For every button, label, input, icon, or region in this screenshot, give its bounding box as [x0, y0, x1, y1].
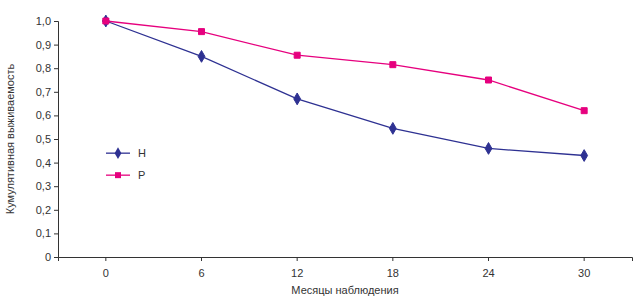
tick-label: 18 — [387, 267, 399, 279]
series-line — [106, 21, 584, 111]
tick-mark — [488, 257, 489, 261]
y-axis-title: Кумулятивная выживаемость — [4, 63, 16, 214]
tick: 1,0 — [36, 15, 58, 27]
y-axis: 0 0,1 0,2 0,3 0,4 0,5 0,6 0,7 0,8 0,9 1,0 — [36, 15, 59, 263]
tick: 24 — [482, 257, 494, 279]
series-line — [106, 21, 584, 156]
tick-label: 0,3 — [36, 180, 51, 192]
plot: 0 0,1 0,2 0,3 0,4 0,5 0,6 0,7 0,8 0,9 1,0 0 6 12 18 24 3… — [36, 15, 633, 279]
tick: 0,4 — [36, 157, 58, 169]
tick: 0,2 — [36, 204, 58, 216]
tick-mark — [54, 186, 58, 187]
tick-label: 12 — [291, 267, 303, 279]
legend-marker — [115, 147, 122, 159]
tick: 0 — [103, 257, 109, 279]
tick: 0,5 — [36, 133, 58, 145]
tick-label: 0,2 — [36, 204, 51, 216]
tick-mark — [54, 210, 58, 211]
tick: 0,3 — [36, 180, 58, 192]
marker — [581, 108, 587, 114]
tick-label: 30 — [578, 267, 590, 279]
marker — [486, 77, 492, 83]
tick: 18 — [387, 257, 399, 279]
tick-label: 0,9 — [36, 39, 51, 51]
tick-mark — [54, 163, 58, 164]
tick-label: 0 — [103, 267, 109, 279]
tick-mark — [54, 92, 58, 93]
tick-mark — [297, 257, 298, 261]
tick: 0,7 — [36, 86, 58, 98]
x-axis-title: Месяцы наблюдения — [291, 284, 398, 296]
tick-label: 0,7 — [36, 86, 51, 98]
tick-mark — [105, 257, 106, 261]
tick-mark — [54, 257, 58, 258]
tick-mark — [54, 139, 58, 140]
legend-item: H — [106, 147, 146, 159]
axis-line — [59, 258, 633, 262]
marker — [103, 18, 109, 24]
tick: 0,9 — [36, 39, 58, 51]
marker — [199, 29, 205, 35]
tick: 12 — [291, 257, 303, 279]
tick-mark — [54, 45, 58, 46]
tick-mark — [54, 115, 58, 116]
legend-marker — [115, 172, 121, 178]
tick: 0,8 — [36, 62, 58, 74]
legend-item: P — [106, 169, 145, 181]
tick: 0 — [45, 251, 58, 263]
marker — [485, 143, 492, 155]
tick-label: 0,5 — [36, 133, 51, 145]
x-axis: 0 6 12 18 24 30 — [59, 257, 633, 279]
legend-label: H — [138, 147, 146, 159]
marker — [390, 62, 396, 68]
tick-mark — [201, 257, 202, 261]
tick-label: 0,6 — [36, 109, 51, 121]
tick: 30 — [578, 257, 590, 279]
marker — [581, 150, 588, 162]
tick-label: 6 — [198, 267, 204, 279]
tick-mark — [392, 257, 393, 261]
tick-mark — [54, 21, 58, 22]
tick-label: 0,4 — [36, 157, 51, 169]
marker — [294, 93, 301, 105]
tick-label: 24 — [482, 267, 494, 279]
marks — [102, 15, 587, 161]
tick-mark — [54, 68, 58, 69]
chart: 0 0,1 0,2 0,3 0,4 0,5 0,6 0,7 0,8 0,9 1,0 0 6 12 18 24 3… — [0, 0, 638, 300]
tick-label: 0,8 — [36, 62, 51, 74]
tick: 0,6 — [36, 109, 58, 121]
marker — [389, 122, 396, 134]
tick-mark — [584, 257, 585, 261]
tick-mark — [54, 233, 58, 234]
axis-line — [54, 22, 59, 258]
legend-label: P — [138, 169, 145, 181]
marker — [198, 51, 205, 63]
tick-label: 0 — [45, 251, 51, 263]
tick-label: 0,1 — [36, 227, 51, 239]
legend: HP — [106, 147, 146, 181]
tick: 0,1 — [36, 227, 58, 239]
marker — [294, 52, 300, 58]
marker — [102, 15, 109, 27]
tick: 6 — [198, 257, 204, 279]
tick-label: 1,0 — [36, 15, 51, 27]
